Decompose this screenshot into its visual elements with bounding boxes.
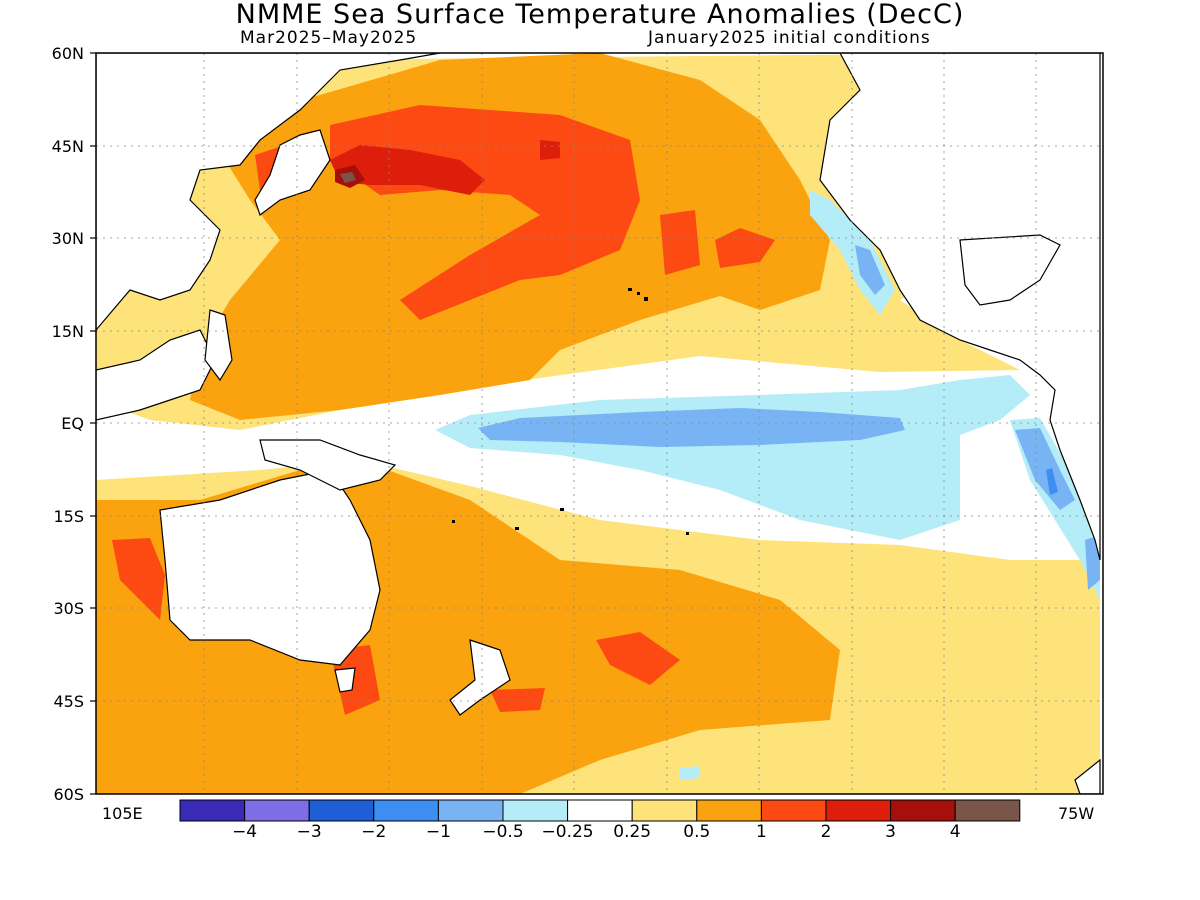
initial-conditions: January2025 initial conditions (648, 28, 931, 48)
colorbar-tick-label: 1 (755, 822, 767, 842)
colorbar-tick-label: 2 (820, 822, 832, 842)
colorbar-swatch (825, 799, 892, 822)
colorbar-swatch (502, 799, 569, 822)
anomaly-region-neg0.5 (478, 245, 1100, 590)
colorbar-tick-label: −3 (296, 822, 322, 842)
lat-label-30s: 30S (53, 599, 84, 618)
colorbar (179, 799, 1021, 822)
lat-label-15n: 15N (51, 322, 84, 341)
anomaly-region-neg1-south (1046, 468, 1058, 495)
colorbar-tick-label: −1 (425, 822, 451, 842)
coastlines (96, 53, 1101, 794)
colorbar-tick-label: 0.25 (613, 822, 652, 842)
colorbar-swatch (954, 799, 1021, 822)
colorbar-tick-label: −4 (232, 822, 258, 842)
lat-label-15s: 15S (53, 507, 84, 526)
colorbar-swatch (631, 799, 698, 822)
colorbar-tick-label: −0.5 (482, 822, 524, 842)
anomaly-field (96, 53, 1103, 794)
graticule (96, 53, 1103, 794)
lat-label-60s: 60S (53, 785, 84, 804)
colorbar-tick-label: −0.25 (541, 822, 594, 842)
colorbar-swatch (696, 799, 762, 822)
lon-label-75w: 75W (1058, 804, 1095, 823)
map-title: NMME Sea Surface Temperature Anomalies (… (235, 0, 965, 30)
anomaly-region-2 (330, 140, 560, 195)
lat-label-30n: 30N (51, 229, 84, 248)
colorbar-swatch (890, 799, 956, 822)
anomaly-region-4 (340, 172, 356, 183)
island-markers (452, 288, 689, 535)
colorbar-swatch (760, 799, 827, 822)
colorbar-swatch (244, 799, 310, 822)
axis-ticks (90, 52, 96, 795)
lon-label-105e: 105E (102, 804, 143, 823)
lat-label-60n: 60N (51, 44, 84, 63)
colorbar-tick-label: 0.5 (683, 822, 711, 842)
colorbar-tick-label: 3 (885, 822, 896, 842)
colorbar-swatch (308, 799, 375, 822)
lat-label-45n: 45N (51, 137, 84, 156)
colorbar-swatch (373, 799, 439, 822)
colorbar-swatch (437, 799, 504, 822)
colorbar-swatch (179, 799, 246, 822)
colorbar-tick-label: −2 (361, 822, 387, 842)
forecast-period: Mar2025–May2025 (240, 28, 418, 48)
lat-label-45s: 45S (53, 692, 84, 711)
lat-label-eq: EQ (61, 414, 84, 433)
colorbar-tick-label: 4 (949, 822, 961, 842)
colorbar-swatch (567, 799, 633, 822)
